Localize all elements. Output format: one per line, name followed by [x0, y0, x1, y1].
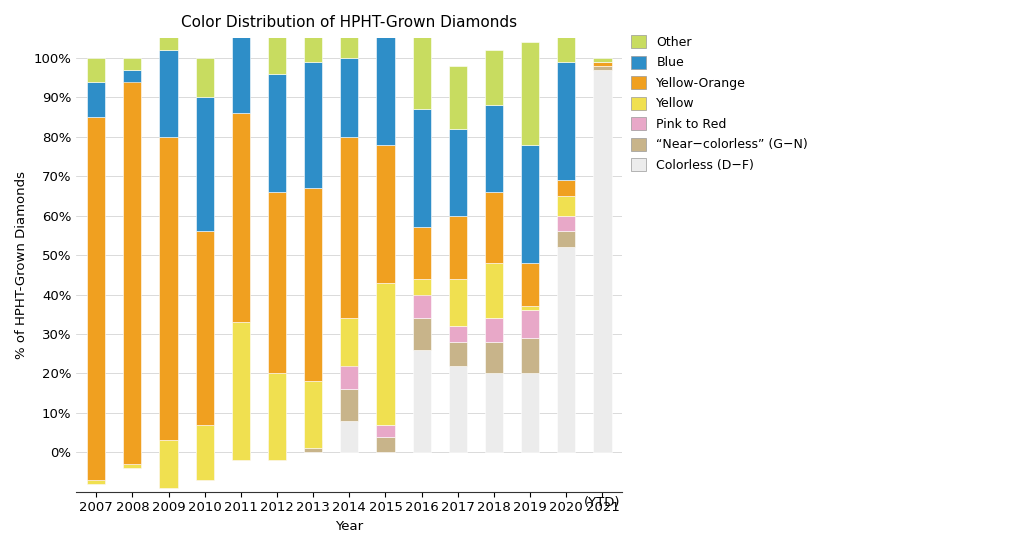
Bar	[413, 318, 431, 350]
Bar	[340, 19, 358, 58]
Bar	[196, 460, 214, 480]
Bar	[521, 338, 540, 373]
Bar	[268, 441, 286, 460]
Bar	[413, 350, 431, 452]
Bar	[413, 227, 431, 279]
Bar	[449, 279, 467, 326]
Bar	[557, 196, 575, 215]
Bar	[87, 452, 105, 472]
Bar	[485, 342, 503, 373]
Bar	[340, 136, 358, 318]
Bar	[521, 310, 540, 338]
Bar	[196, 58, 214, 98]
Bar	[449, 366, 467, 452]
Bar	[123, 460, 141, 468]
Bar	[160, 50, 177, 136]
Bar	[449, 215, 467, 279]
Bar	[123, 82, 141, 464]
Bar	[87, 480, 105, 484]
Bar	[231, 452, 250, 456]
Bar	[268, 373, 286, 460]
Bar	[377, 437, 394, 452]
Bar	[123, 452, 141, 460]
Bar	[340, 389, 358, 421]
Bar	[87, 82, 105, 117]
Bar	[340, 421, 358, 452]
Bar	[87, 58, 105, 82]
Bar	[87, 117, 105, 480]
Bar	[231, 0, 250, 34]
Bar	[485, 318, 503, 342]
Bar	[485, 192, 503, 263]
Bar	[340, 318, 358, 366]
Bar	[160, 452, 177, 468]
Bar	[268, 73, 286, 192]
Bar	[485, 373, 503, 452]
Bar	[413, 109, 431, 227]
Bar	[557, 231, 575, 247]
Bar	[521, 42, 540, 145]
Bar	[449, 342, 467, 366]
Bar	[340, 366, 358, 389]
Bar	[485, 50, 503, 105]
Bar	[231, 322, 250, 460]
Bar	[196, 98, 214, 231]
X-axis label: Year: Year	[335, 520, 364, 533]
Bar	[377, 283, 394, 425]
Bar	[196, 425, 214, 480]
Bar	[160, 468, 177, 488]
Bar	[304, 188, 323, 381]
Bar	[268, 14, 286, 73]
Bar	[268, 192, 286, 373]
Bar	[231, 34, 250, 113]
Bar	[413, 294, 431, 318]
Bar	[557, 247, 575, 452]
Legend: Other, Blue, Yellow-Orange, Yellow, Pink to Red, “Near−colorless” (G−N), Colorle: Other, Blue, Yellow-Orange, Yellow, Pink…	[632, 35, 808, 172]
Bar	[413, 19, 431, 109]
Bar	[449, 326, 467, 342]
Bar	[557, 62, 575, 180]
Bar	[594, 58, 611, 62]
Bar	[557, 30, 575, 62]
Bar	[413, 279, 431, 294]
Bar	[449, 129, 467, 215]
Bar	[304, 14, 323, 62]
Bar	[160, 0, 177, 50]
Bar	[304, 441, 323, 448]
Bar	[123, 58, 141, 70]
Bar	[231, 456, 250, 460]
Bar	[485, 263, 503, 318]
Bar	[304, 62, 323, 188]
Bar	[521, 145, 540, 263]
Bar	[231, 113, 250, 322]
Bar	[304, 381, 323, 448]
Bar	[340, 58, 358, 136]
Bar	[160, 136, 177, 441]
Bar	[304, 441, 323, 452]
Y-axis label: % of HPHT-Grown Diamonds: % of HPHT-Grown Diamonds	[15, 171, 28, 359]
Bar	[123, 464, 141, 468]
Bar	[449, 66, 467, 129]
Bar	[87, 472, 105, 484]
Bar	[557, 215, 575, 231]
Bar	[521, 306, 540, 310]
Bar	[594, 66, 611, 70]
Title: Color Distribution of HPHT-Grown Diamonds: Color Distribution of HPHT-Grown Diamond…	[181, 15, 517, 30]
Bar	[521, 263, 540, 306]
Bar	[268, 441, 286, 452]
Bar	[594, 62, 611, 66]
Bar	[485, 105, 503, 192]
Bar	[196, 231, 214, 425]
Bar	[196, 452, 214, 460]
Bar	[160, 441, 177, 488]
Text: (YTD): (YTD)	[585, 496, 621, 509]
Bar	[377, 145, 394, 283]
Bar	[377, 425, 394, 437]
Bar	[123, 70, 141, 82]
Bar	[377, 0, 394, 145]
Bar	[557, 180, 575, 196]
Bar	[594, 70, 611, 452]
Bar	[521, 373, 540, 452]
